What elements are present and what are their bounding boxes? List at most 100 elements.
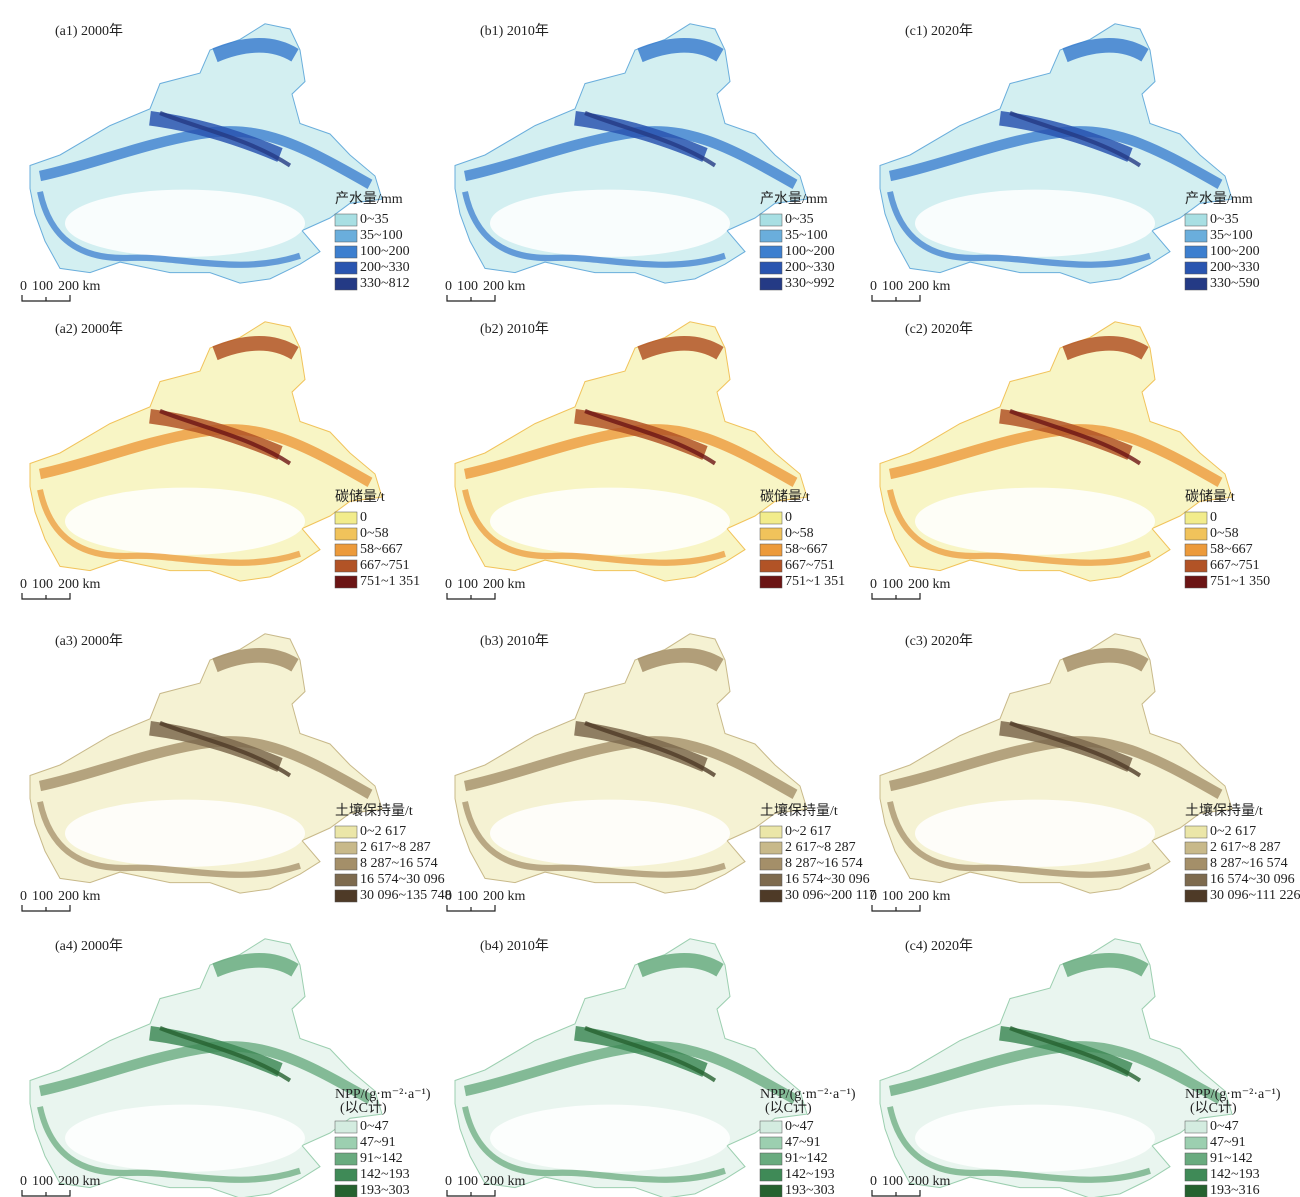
map — [455, 939, 807, 1197]
legend-swatch — [335, 874, 357, 886]
scale-label: 100 — [457, 279, 478, 294]
legend-item: 330~590 — [1210, 276, 1260, 291]
scale-label: 0 — [20, 577, 27, 592]
basin — [65, 800, 305, 867]
legend-item: 751~1 350 — [1210, 574, 1270, 589]
legend-swatch — [335, 1121, 357, 1133]
legend-item: 47~91 — [1210, 1135, 1246, 1150]
legend-swatch — [760, 842, 782, 854]
legend-item: 330~812 — [360, 276, 410, 291]
legend-swatch — [760, 278, 782, 290]
legend-swatch — [760, 1121, 782, 1133]
legend-swatch — [760, 560, 782, 572]
legend-title: 碳储量/t — [760, 489, 810, 505]
basin — [490, 488, 730, 555]
legend-swatch — [760, 544, 782, 556]
scale-label: 200 km — [483, 577, 526, 592]
legend-swatch — [760, 1169, 782, 1181]
scale-label: 0 — [870, 1174, 877, 1189]
panel-label: (c3) 2020年 — [905, 633, 973, 649]
scale-bar — [22, 593, 70, 599]
legend-item: 35~100 — [785, 228, 828, 243]
legend-item: 16 574~30 096 — [360, 872, 445, 887]
scale-label: 0 — [445, 577, 452, 592]
legend-swatch — [335, 858, 357, 870]
legend-item: 193~316 — [1210, 1183, 1260, 1197]
legend-swatch — [335, 278, 357, 290]
legend-swatch — [1185, 874, 1207, 886]
scale-label: 100 — [32, 889, 53, 904]
legend-swatch — [335, 246, 357, 258]
legend-item: 2 617~8 287 — [360, 840, 431, 855]
legend-item: 0~2 617 — [1210, 824, 1256, 839]
legend-swatch — [335, 262, 357, 274]
legend-swatch — [1185, 262, 1207, 274]
legend-swatch — [760, 528, 782, 540]
map — [455, 24, 807, 283]
legend-item: 30 096~200 117 — [785, 888, 876, 903]
legend-item: 0~58 — [360, 526, 389, 541]
map — [30, 634, 382, 893]
scale-label: 0 — [20, 889, 27, 904]
legend-item: 47~91 — [360, 1135, 396, 1150]
legend-title: 碳储量/t — [335, 489, 385, 505]
scale-label: 100 — [457, 1174, 478, 1189]
legend-swatch — [1185, 512, 1207, 524]
panel-label: (a4) 2000年 — [55, 938, 123, 954]
map-panel: (c1) 2020年产水量/mm0~3535~100100~200200~330… — [870, 23, 1260, 301]
legend-swatch — [1185, 1169, 1207, 1181]
legend-title: 碳储量/t — [1185, 489, 1235, 505]
scale-label: 100 — [457, 889, 478, 904]
scale-label: 200 km — [58, 889, 101, 904]
basin — [490, 190, 730, 257]
legend-item: 142~193 — [1210, 1167, 1260, 1182]
map — [30, 24, 382, 283]
legend-subtitle: (以C计) — [765, 1100, 812, 1116]
legend-item: 35~100 — [360, 228, 403, 243]
scale-label: 200 km — [483, 1174, 526, 1189]
scale-label: 0 — [870, 889, 877, 904]
scale-label: 200 km — [483, 279, 526, 294]
legend-title: NPP/(g·m⁻²·a⁻¹) — [760, 1087, 856, 1102]
scale-bar — [447, 905, 495, 911]
legend-swatch — [335, 1169, 357, 1181]
scale-bar — [872, 295, 920, 301]
legend-swatch — [1185, 1121, 1207, 1133]
scale-label: 200 km — [908, 1174, 951, 1189]
legend-swatch — [760, 512, 782, 524]
legend-item: 16 574~30 096 — [1210, 872, 1295, 887]
basin — [65, 1105, 305, 1172]
panel-label: (c1) 2020年 — [905, 23, 973, 39]
scale-label: 0 — [445, 279, 452, 294]
legend-item: 751~1 351 — [785, 574, 845, 589]
scale-label: 200 km — [908, 577, 951, 592]
scale-bar — [872, 593, 920, 599]
basin — [65, 190, 305, 257]
legend-item: 0 — [1210, 510, 1217, 525]
legend-swatch — [335, 230, 357, 242]
legend-swatch — [1185, 528, 1207, 540]
legend-item: 667~751 — [360, 558, 410, 573]
legend-item: 2 617~8 287 — [1210, 840, 1281, 855]
panel-label: (b4) 2010年 — [480, 938, 549, 954]
scale-bar — [872, 905, 920, 911]
legend-item: 751~1 351 — [360, 574, 420, 589]
scale-label: 100 — [32, 1174, 53, 1189]
scale-label: 100 — [882, 279, 903, 294]
basin — [490, 1105, 730, 1172]
legend-item: 0~2 617 — [360, 824, 406, 839]
panel-label: (b1) 2010年 — [480, 23, 549, 39]
legend-swatch — [760, 826, 782, 838]
legend-swatch — [760, 874, 782, 886]
legend-title: 产水量/mm — [335, 191, 403, 207]
legend-item: 667~751 — [1210, 558, 1260, 573]
map — [30, 939, 382, 1197]
scale-label: 100 — [32, 279, 53, 294]
legend-item: 0~58 — [785, 526, 814, 541]
legend-swatch — [1185, 1153, 1207, 1165]
legend-swatch — [335, 1153, 357, 1165]
legend-item: 0~35 — [785, 212, 814, 227]
panel-label: (a2) 2000年 — [55, 321, 123, 337]
legend-item: 30 096~111 226 — [1210, 888, 1300, 903]
